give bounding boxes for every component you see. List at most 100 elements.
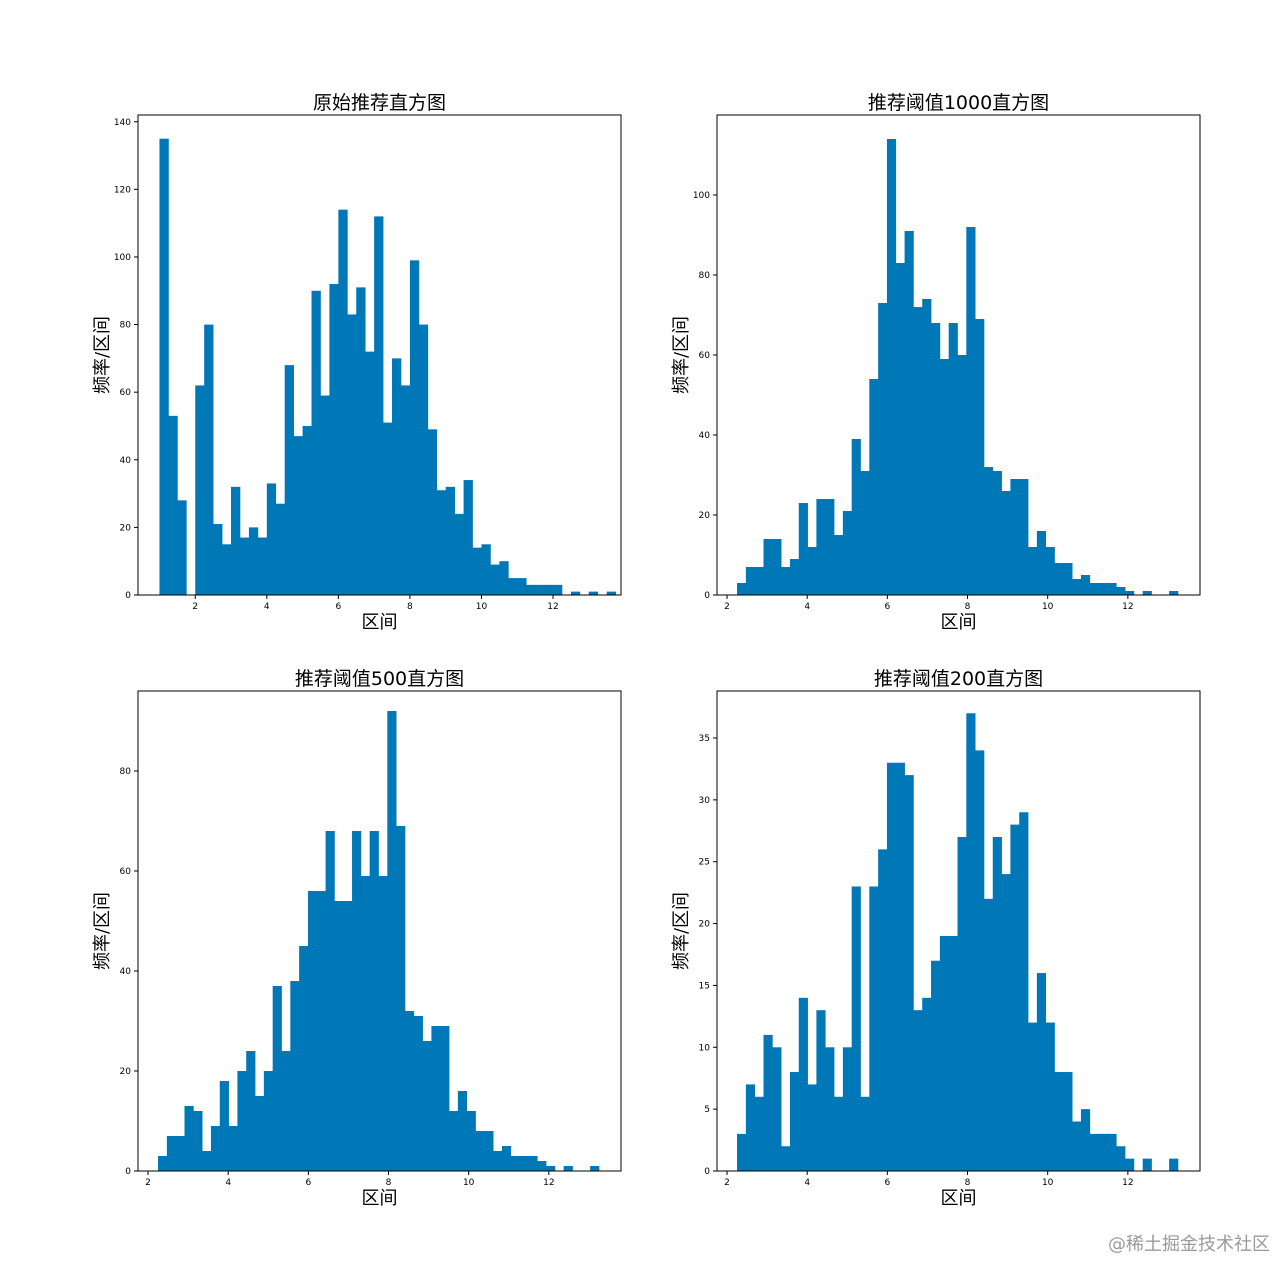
histogram-bar: [834, 1096, 844, 1171]
histogram-bar: [983, 898, 994, 1171]
histogram-bar: [816, 1010, 826, 1171]
histogram-bar: [484, 1131, 494, 1171]
y-tick-label: 0: [704, 591, 710, 601]
histogram-bar: [347, 314, 357, 595]
histogram-bar: [1098, 583, 1108, 595]
histogram-bar: [257, 537, 268, 595]
histogram-bar: [886, 139, 897, 595]
histogram-bar: [842, 511, 853, 595]
histogram-bar: [392, 358, 402, 595]
histogram-bar: [851, 439, 861, 595]
histogram-bar: [343, 901, 353, 1171]
axes-frame: [137, 690, 622, 1172]
y-tick-label: 40: [120, 967, 132, 977]
y-tick-label: 80: [120, 321, 132, 331]
histogram-bar: [1089, 583, 1099, 595]
x-tick-label: 8: [407, 602, 413, 612]
histogram-bar: [195, 385, 205, 595]
histogram-bar: [449, 1111, 459, 1171]
histogram-bar: [1142, 1158, 1152, 1171]
histogram-bar: [939, 359, 950, 595]
histogram-bar: [913, 307, 923, 595]
histogram-bar: [975, 319, 985, 595]
histogram-bar: [1169, 591, 1179, 595]
histogram-bar: [931, 960, 941, 1171]
histogram-bar: [383, 422, 393, 595]
histogram-bar: [1045, 1022, 1055, 1171]
histogram-bar: [409, 260, 420, 595]
histogram-bar: [463, 480, 473, 595]
y-tick-label: 20: [120, 523, 132, 533]
histogram-bar: [222, 544, 232, 595]
histogram-bar: [781, 567, 791, 595]
histogram-bar: [316, 891, 326, 1171]
histogram-bar: [210, 1126, 221, 1171]
x-tick-label: 6: [335, 602, 341, 612]
histogram-bar: [544, 584, 554, 595]
histogram-bar: [302, 425, 312, 595]
histogram-bar: [1036, 531, 1047, 595]
histogram-bar: [378, 876, 388, 1171]
histogram-bar: [457, 1091, 468, 1171]
histogram-bar: [454, 513, 464, 595]
y-tick-label: 20: [699, 920, 711, 930]
histogram-bar: [948, 323, 958, 595]
histogram-bar: [338, 209, 348, 595]
histogram-bar: [422, 1041, 432, 1171]
histogram-bar: [895, 762, 905, 1171]
histogram-bar: [168, 415, 178, 595]
histogram-bar: [228, 1126, 238, 1171]
histogram-bar: [481, 544, 491, 595]
watermark: @稀土掘金技术社区: [1108, 1234, 1270, 1255]
chart-title: 推荐阈值1000直方图: [868, 92, 1049, 114]
histogram-bar: [737, 1133, 747, 1171]
histogram-bar: [975, 750, 985, 1171]
y-tick-label: 20: [120, 1067, 132, 1077]
histogram-bar: [499, 561, 509, 595]
histogram-bar: [798, 997, 808, 1171]
x-axis-label: 区间: [941, 1188, 977, 1209]
x-axis-label: 区间: [362, 1188, 398, 1209]
histogram-bar: [931, 323, 941, 595]
x-tick-label: 10: [1042, 1178, 1054, 1188]
histogram-bar: [1107, 1133, 1117, 1171]
histogram-bar: [311, 290, 321, 595]
x-tick-label: 4: [264, 602, 270, 612]
histogram-bar: [356, 287, 366, 595]
histogram-bar: [204, 324, 214, 595]
y-tick-label: 120: [114, 185, 131, 195]
chart-title: 推荐阈值200直方图: [874, 668, 1043, 690]
y-tick-label: 100: [114, 253, 131, 263]
histogram-bar: [334, 901, 344, 1171]
histogram-bar: [1028, 1022, 1038, 1171]
histogram-bar: [570, 591, 581, 595]
histogram-bar: [418, 324, 429, 595]
histogram-bar: [1125, 591, 1135, 595]
histogram-bar: [1142, 591, 1152, 595]
y-tick-label: 25: [699, 858, 710, 868]
histogram-bar: [1116, 1146, 1126, 1171]
histogram-bar: [1010, 824, 1020, 1171]
x-tick-label: 6: [884, 1178, 890, 1188]
histogram-bar: [904, 231, 914, 595]
histogram-bar: [493, 1151, 503, 1171]
histogram-bar: [193, 1111, 203, 1171]
x-axis-label: 区间: [362, 612, 398, 633]
histogram-bar: [1080, 1109, 1091, 1171]
y-tick-label: 140: [114, 118, 131, 128]
histogram-bar: [590, 1166, 600, 1171]
histogram-bar: [237, 1071, 247, 1171]
histogram-bar: [825, 499, 835, 595]
x-tick-label: 6: [305, 1178, 311, 1188]
histogram-bar: [219, 1081, 229, 1171]
histogram-bar: [263, 1071, 274, 1171]
histogram-bar: [772, 539, 782, 595]
histogram-bar: [1036, 973, 1047, 1171]
y-tick-label: 60: [120, 388, 132, 398]
histogram-bar: [404, 1011, 415, 1171]
histogram-bar: [369, 831, 379, 1171]
histogram-bar: [284, 365, 294, 595]
